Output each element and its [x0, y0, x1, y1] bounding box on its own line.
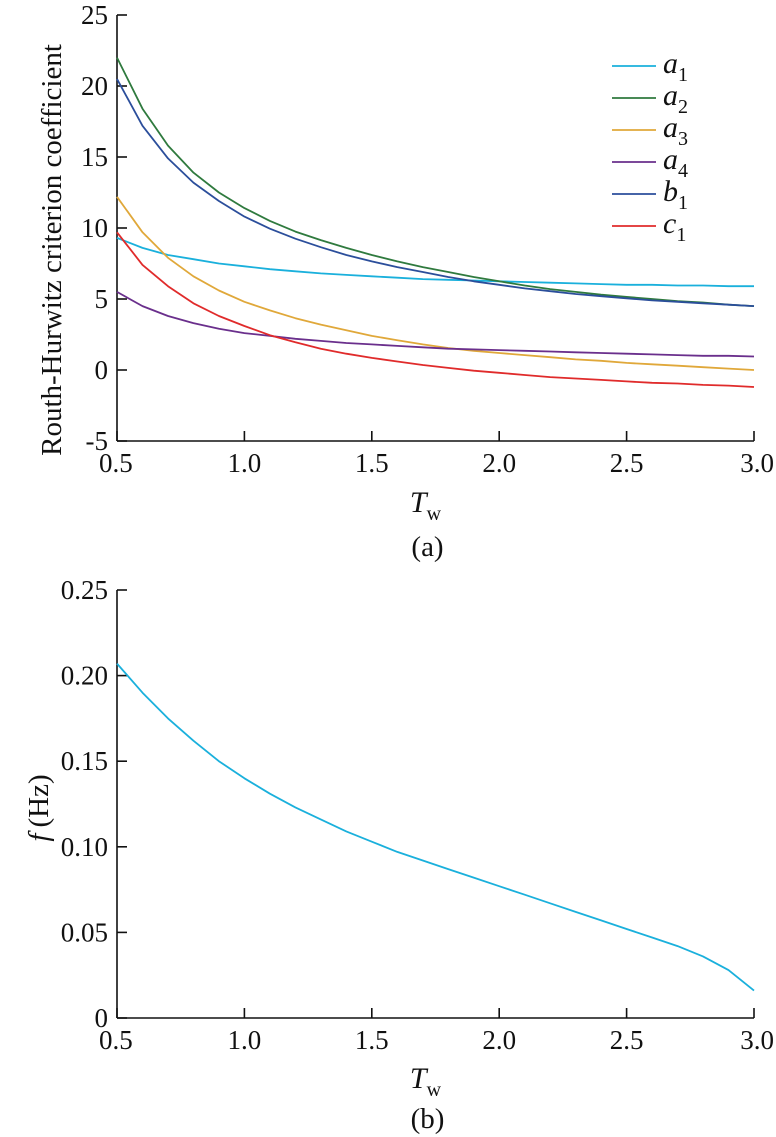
y-tick-label: 0.10: [61, 832, 108, 862]
y-tick-label: -5: [86, 426, 109, 456]
legend-label-a3: a3: [663, 111, 688, 150]
y-tick-label: 20: [81, 71, 108, 101]
x-tick-label: 3.0: [740, 1025, 774, 1055]
y-axis-label-var: f: [23, 830, 55, 842]
series-line-f: [116, 663, 755, 992]
x-tick-label: 0.5: [99, 448, 133, 478]
y-tick-label: 0.20: [61, 661, 108, 691]
legend-label-a2: a2: [663, 79, 688, 118]
y-tick-label: 5: [95, 284, 109, 314]
legend-label-sub: 4: [678, 160, 688, 182]
y-tick-label: 10: [81, 213, 108, 243]
x-tick-label: 2.5: [610, 1025, 644, 1055]
chart-panel-a: 0.5 1.0 1.5 2.0 2.5 3.0-50510152025Tw(a)a1a2a…: [36, 0, 774, 563]
y-axis-label-unit: (Hz): [23, 774, 55, 827]
x-tick-label: 3.0: [740, 448, 774, 478]
x-axis-label-base: T: [410, 1062, 429, 1095]
y-tick-label: 0: [95, 355, 109, 385]
y-tick-label: 0: [95, 1003, 109, 1033]
x-axis-label-base: T: [410, 486, 429, 519]
x-tick-label: 2.0: [482, 1025, 516, 1055]
legend-label-base: a: [663, 111, 678, 144]
legend-label-base: c: [663, 207, 676, 240]
y-tick-label: 25: [81, 0, 108, 30]
panel-caption: (a): [411, 531, 443, 563]
series-line-a2: [116, 57, 755, 307]
x-axis-label: Tw: [410, 486, 442, 525]
x-tick-label: 1.5: [355, 1025, 389, 1055]
legend-label-base: a: [663, 79, 678, 112]
chart-panel-b: 0.5 1.0 1.5 2.0 2.5 3.0 0 0.05 0.10 0.15 0.20 0.25 T…: [23, 575, 774, 1135]
legend-label-base: b: [663, 175, 678, 208]
x-axis-label: Tw: [410, 1062, 442, 1101]
x-tick-label: 2.5: [610, 448, 644, 478]
series-line-a4: [116, 291, 755, 358]
y-tick-label: 15: [81, 142, 108, 172]
series-line-c1: [116, 231, 755, 388]
x-tick-label: 1.0: [228, 1025, 262, 1055]
y-tick-label: 0.25: [61, 575, 108, 605]
legend-label-c1: c1: [663, 207, 686, 246]
legend-label-base: a: [663, 47, 678, 80]
legend-label-a4: a4: [663, 143, 688, 182]
x-tick-label: 2.0: [482, 448, 516, 478]
y-tick-label: 0.15: [61, 746, 108, 776]
legend-label-a1: a1: [663, 47, 688, 86]
y-axis-label: f (Hz): [23, 774, 55, 841]
series-line-a3: [116, 196, 755, 371]
legend-label-sub: 1: [678, 192, 688, 214]
legend-label-sub: 1: [676, 224, 686, 246]
x-axis-label-sub: w: [427, 503, 442, 525]
legend-label-base: a: [663, 143, 678, 176]
x-axis-label-sub: w: [427, 1079, 442, 1101]
legend-label-b1: b1: [663, 175, 688, 214]
legend-label-sub: 3: [678, 128, 688, 150]
series-line-b1: [116, 78, 755, 307]
y-tick-label: 0.05: [61, 917, 108, 947]
x-tick-label: 0.5: [99, 1025, 133, 1055]
x-tick-label: 1.0: [228, 448, 262, 478]
y-axis-label: Routh-Hurwitz criterion coefficient: [36, 44, 68, 456]
series-line-a1: [116, 237, 754, 288]
legend-label-sub: 1: [678, 64, 688, 86]
legend-label-sub: 2: [678, 96, 688, 118]
x-tick-label: 1.5: [355, 448, 389, 478]
panel-caption: (b): [411, 1103, 445, 1135]
